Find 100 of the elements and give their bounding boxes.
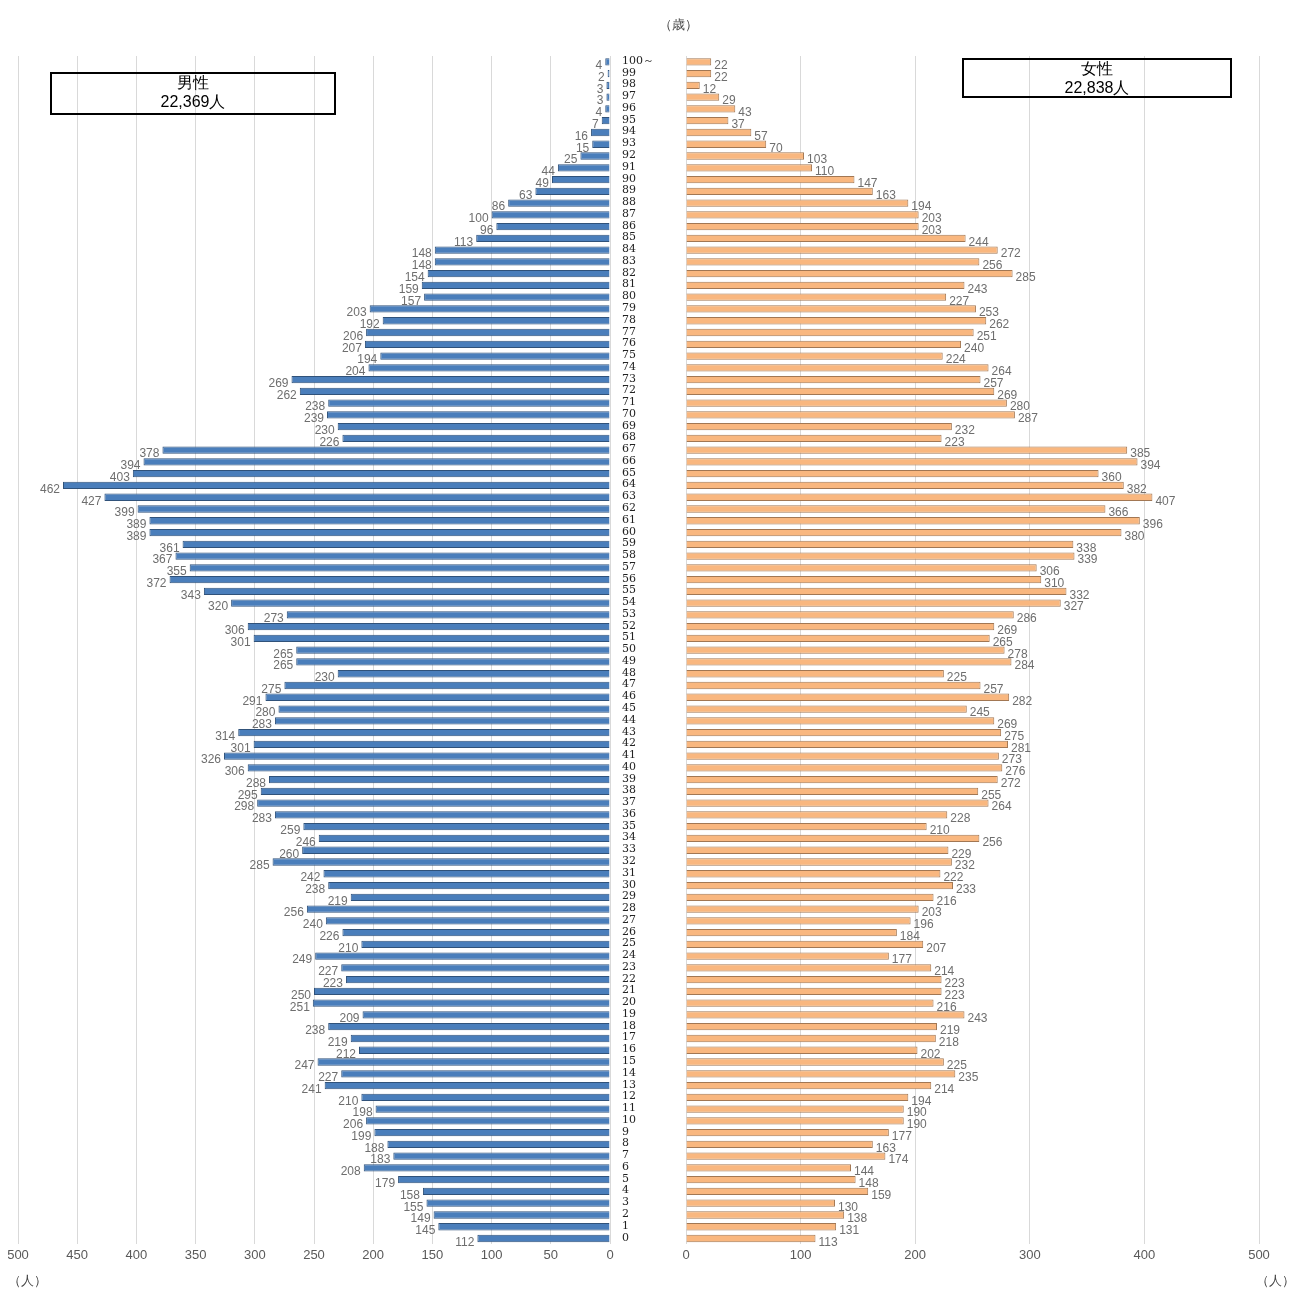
- data-label: 269: [997, 622, 1018, 637]
- y-tick-label: 96: [622, 100, 636, 114]
- y-tick-label: 92: [622, 148, 636, 161]
- y-tick-label: 44: [622, 712, 636, 726]
- data-label: 255: [981, 787, 1002, 802]
- data-label: 144: [854, 1164, 875, 1179]
- data-label: 70: [769, 140, 783, 155]
- data-label: 157: [401, 293, 422, 308]
- data-label: 207: [341, 340, 363, 355]
- y-tick-label: 62: [622, 501, 636, 514]
- y-tick-label: 99: [622, 65, 636, 79]
- text: 22,369人: [159, 92, 227, 111]
- data-label: 194: [911, 199, 932, 214]
- data-label: 380: [1124, 528, 1145, 543]
- x-tick-label: 500: [1248, 1246, 1270, 1262]
- data-label: 145: [415, 1223, 436, 1238]
- y-tick-label: 59: [622, 536, 636, 550]
- data-label: 159: [398, 281, 420, 296]
- data-label: 256: [283, 905, 305, 920]
- data-label: 219: [327, 893, 349, 908]
- x-axis-title: （人）: [1256, 1272, 1295, 1290]
- data-label: 113: [454, 234, 474, 249]
- y-tick-label: 91: [622, 159, 636, 173]
- data-label: 286: [1016, 611, 1038, 626]
- data-label: 403: [109, 470, 131, 485]
- data-label: 283: [251, 811, 273, 826]
- y-axis-title: （歳）: [659, 16, 698, 34]
- y-tick-label: 27: [622, 912, 636, 926]
- data-label: 462: [39, 481, 61, 496]
- y-tick-label: 60: [622, 524, 636, 538]
- data-label: 112: [455, 1234, 475, 1249]
- data-label: 278: [1007, 646, 1028, 661]
- data-label: 269: [268, 375, 289, 390]
- data-label: 251: [289, 999, 311, 1014]
- data-label: 37: [731, 117, 746, 132]
- data-label: 265: [273, 646, 294, 661]
- y-tick-label: 67: [622, 442, 636, 456]
- data-label: 16: [574, 128, 589, 143]
- data-label: 57: [754, 128, 768, 143]
- data-label: 298: [234, 799, 255, 814]
- y-tick-label: 85: [622, 230, 636, 244]
- data-label: 232: [954, 858, 976, 873]
- data-label: 382: [1126, 481, 1148, 496]
- data-label: 183: [370, 1152, 391, 1167]
- y-tick-label: 73: [622, 371, 636, 385]
- data-label: 273: [263, 611, 285, 626]
- data-label: 243: [967, 281, 988, 296]
- y-tick-label: 36: [622, 806, 636, 820]
- data-label: 210: [338, 1093, 359, 1108]
- y-tick-label: 84: [622, 242, 636, 256]
- y-tick-label: 89: [622, 183, 636, 197]
- data-label: 86: [491, 199, 506, 214]
- data-label: 188: [364, 1140, 385, 1155]
- data-label: 223: [944, 987, 965, 1002]
- data-label: 7: [592, 117, 600, 132]
- x-tick-label: 0: [682, 1246, 690, 1262]
- data-label: 396: [1142, 517, 1164, 532]
- data-label: 212: [335, 1046, 357, 1061]
- data-label: 159: [871, 1187, 892, 1202]
- data-label: 110: [815, 164, 835, 179]
- data-label: 385: [1130, 446, 1151, 461]
- data-label: 194: [357, 352, 378, 367]
- y-tick-label: 87: [622, 206, 636, 220]
- data-label: 43: [738, 105, 752, 120]
- y-tick-label: 31: [622, 865, 636, 879]
- data-label: 265: [992, 634, 1014, 649]
- data-label: 204: [345, 364, 366, 379]
- data-label: 280: [1009, 399, 1031, 414]
- data-label: 3: [596, 81, 604, 96]
- y-tick-label: 1: [622, 1218, 629, 1232]
- data-label: 210: [929, 823, 951, 838]
- y-tick-label: 75: [622, 348, 636, 362]
- data-label: 12: [702, 81, 717, 96]
- y-tick-label: 4: [622, 1183, 629, 1197]
- y-tick-label: 70: [622, 406, 636, 420]
- y-tick-label: 15: [622, 1054, 636, 1068]
- y-tick-label: 9: [622, 1124, 629, 1138]
- x-tick-label: 50: [543, 1246, 559, 1262]
- data-label: 138: [847, 1211, 868, 1226]
- y-tick-label: 56: [622, 571, 636, 585]
- data-label: 273: [1001, 752, 1023, 767]
- data-label: 63: [519, 187, 533, 202]
- data-label: 208: [340, 1164, 362, 1179]
- x-tick-label: 500: [7, 1246, 29, 1262]
- data-label: 295: [237, 787, 259, 802]
- data-label: 253: [978, 305, 1000, 320]
- data-label: 207: [926, 940, 947, 955]
- data-label: 281: [1011, 740, 1032, 755]
- data-label: 343: [180, 587, 202, 602]
- data-label: 280: [255, 705, 276, 720]
- data-label: 203: [346, 305, 367, 320]
- y-tick-label: 100～: [622, 53, 654, 67]
- y-tick-label: 19: [622, 1006, 636, 1020]
- data-label: 148: [411, 246, 433, 261]
- data-label: 283: [251, 717, 273, 732]
- y-tick-label: 90: [622, 171, 636, 185]
- data-label: 15: [575, 140, 590, 155]
- y-tick-label: 8: [622, 1136, 629, 1150]
- x-tick-label: 300: [1018, 1246, 1041, 1262]
- y-tick-label: 20: [622, 995, 636, 1009]
